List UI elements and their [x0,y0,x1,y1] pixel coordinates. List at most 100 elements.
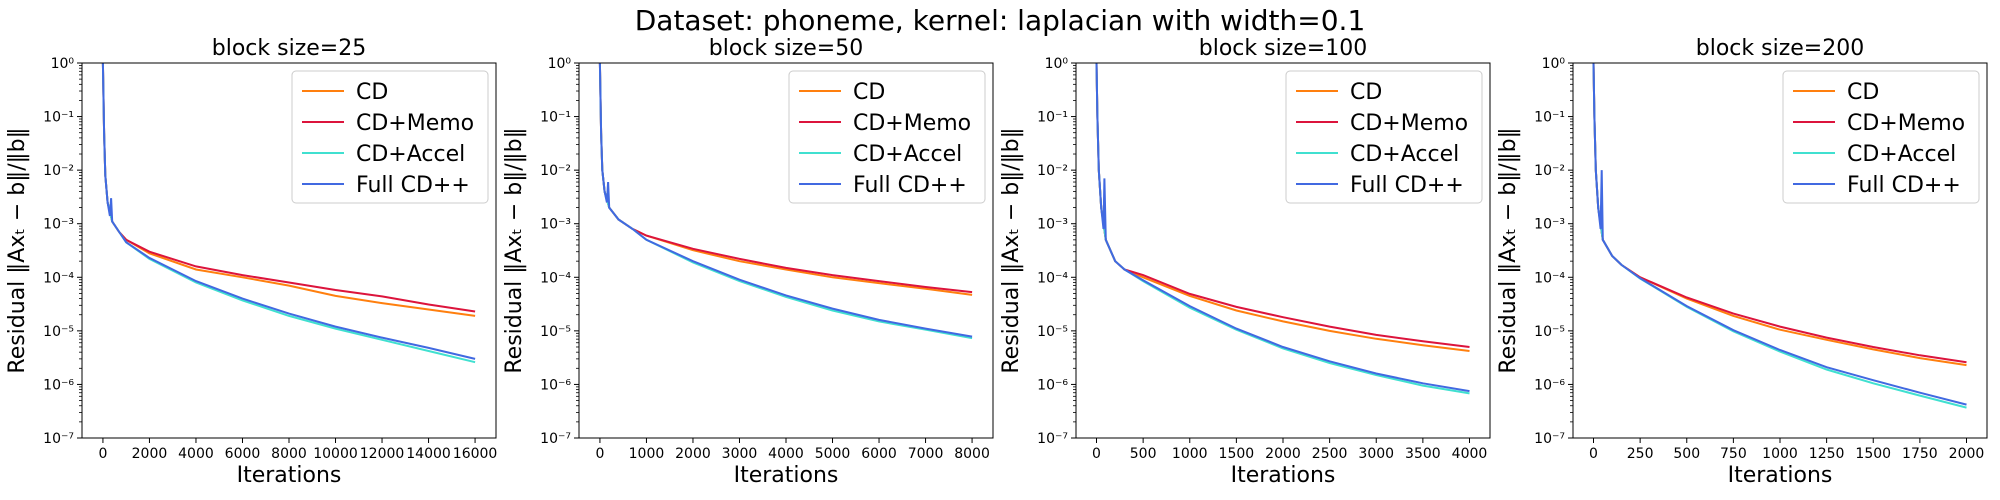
x-tick-label: 0 [595,446,604,462]
legend: CD CD+Memo CD+Accel Full CD++ [1782,70,1980,204]
y-tick-label: 10⁻³ [1534,217,1565,233]
y-tick-label: 10⁻² [43,163,74,179]
y-tick-label: 10⁻⁶ [43,377,74,393]
x-tick-label: 1000 [1762,446,1798,462]
y-tick-label: 10⁰ [51,56,75,72]
y-tick-label: 10⁻⁵ [1534,324,1565,340]
panel-title: block size=50 [709,36,863,61]
series-line-full-cd- [598,63,973,338]
y-tick-label: 10⁻⁵ [43,324,74,340]
panel-title: block size=100 [1199,36,1367,61]
chart-panel-2: 0 1000 2000 3000 4000 5000 6000 7000 8000 10⁻⁷ 10⁻… [502,36,994,488]
legend-label: CD+Accel [356,142,465,167]
x-tick-label: 2000 [675,446,711,462]
y-tick-label: 10⁻⁵ [1037,324,1068,340]
legend-label: CD [853,80,885,105]
x-tick-label: 3500 [1405,446,1441,462]
x-tick-label: 3000 [722,446,758,462]
figure-title: Dataset: phoneme, kernel: laplacian with… [634,4,1366,37]
legend-label: CD+Accel [1847,142,1956,167]
legend-label: CD+Memo [356,111,474,136]
legend: CD CD+Memo CD+Accel Full CD++ [788,70,986,204]
x-tick-label: 4000 [178,446,214,462]
x-tick-label: 0 [1589,446,1598,462]
x-tick-label: 0 [98,446,107,462]
x-tick-label: 3000 [1358,446,1394,462]
x-tick-label: 1250 [1809,446,1845,462]
x-tick-label: 2500 [1312,446,1348,462]
x-tick-label: 10000 [313,446,358,462]
y-tick-label: 10⁻¹ [43,110,74,126]
y-axis-label: Residual ‖Axₜ − b‖/‖b‖ [1496,127,1521,373]
y-tick-label: 10⁻⁶ [1534,377,1565,393]
x-tick-label: 12000 [360,446,405,462]
legend-label: Full CD++ [356,173,470,198]
x-tick-label: 7000 [908,446,944,462]
series-line-full-cd- [101,63,476,360]
legend-label: CD [1847,80,1879,105]
x-axis-label: Iterations [1728,463,1833,488]
y-tick-label: 10⁻⁴ [1534,270,1565,286]
y-tick-label: 10⁻¹ [1037,110,1068,126]
x-tick-label: 6000 [225,446,261,462]
y-tick-label: 10⁻⁴ [540,270,571,286]
legend-label: CD+Accel [853,142,962,167]
y-tick-label: 10⁻⁷ [540,431,571,447]
panel-title: block size=25 [212,36,366,61]
x-axis-label: Iterations [1231,463,1336,488]
x-tick-label: 14000 [406,446,451,462]
x-tick-label: 4000 [1452,446,1488,462]
legend-label: CD+Memo [1847,111,1965,136]
legend-label: Full CD++ [1350,173,1464,198]
x-tick-label: 1000 [1172,446,1208,462]
x-tick-label: 8000 [271,446,307,462]
y-tick-label: 10⁻⁶ [540,377,571,393]
legend-label: Full CD++ [853,173,967,198]
y-tick-label: 10⁻⁷ [43,431,74,447]
y-tick-label: 10⁻³ [1037,217,1068,233]
legend-label: CD+Memo [853,111,971,136]
chart-panel-3: 0 500 1000 1500 2000 2500 3000 3500 4000 10⁻⁷ 10⁻⁶… [999,36,1491,488]
y-tick-label: 10⁻⁷ [1037,431,1068,447]
x-tick-label: 8000 [954,446,990,462]
legend-box [291,70,489,204]
legend: CD CD+Memo CD+Accel Full CD++ [291,70,489,204]
y-tick-label: 10⁻⁶ [1037,377,1068,393]
y-axis-label: Residual ‖Axₜ − b‖/‖b‖ [999,127,1024,373]
y-tick-label: 10⁻⁴ [1037,270,1068,286]
y-tick-label: 10⁻³ [43,217,74,233]
x-tick-label: 1500 [1855,446,1891,462]
x-tick-label: 5000 [815,446,851,462]
chart-panel-1: 0 2000 4000 6000 8000 10000 12000 14000 16000 10⁻… [5,36,497,488]
series-line-full-cd- [1592,63,1967,406]
legend-box [1285,70,1483,204]
y-tick-label: 10⁰ [548,56,572,72]
panel-title: block size=200 [1696,36,1864,61]
y-tick-label: 10⁻¹ [540,110,571,126]
y-tick-label: 10⁻⁷ [1534,431,1565,447]
legend-label: CD+Accel [1350,142,1459,167]
x-tick-label: 4000 [768,446,804,462]
x-tick-label: 1500 [1219,446,1255,462]
series-line-full-cd- [1095,63,1470,393]
x-tick-label: 0 [1092,446,1101,462]
x-tick-label: 16000 [453,446,498,462]
y-tick-label: 10⁻² [1534,163,1565,179]
x-tick-label: 6000 [861,446,897,462]
x-axis-label: Iterations [237,463,342,488]
y-tick-label: 10⁻¹ [1534,110,1565,126]
legend-label: CD [356,80,388,105]
x-tick-label: 1000 [629,446,665,462]
x-tick-label: 500 [1130,446,1157,462]
y-tick-label: 10⁻² [1037,163,1068,179]
chart-panel-4: 0 250 500 750 1000 1250 1500 1750 2000 10⁻⁷ 10⁻⁶ 10… [1496,36,1988,488]
x-tick-label: 500 [1673,446,1700,462]
y-tick-label: 10⁻⁵ [540,324,571,340]
x-tick-label: 2000 [132,446,168,462]
legend-box [1782,70,1980,204]
x-tick-label: 2000 [1265,446,1301,462]
legend-box [788,70,986,204]
y-tick-label: 10⁰ [1542,56,1566,72]
legend-label: Full CD++ [1847,173,1961,198]
